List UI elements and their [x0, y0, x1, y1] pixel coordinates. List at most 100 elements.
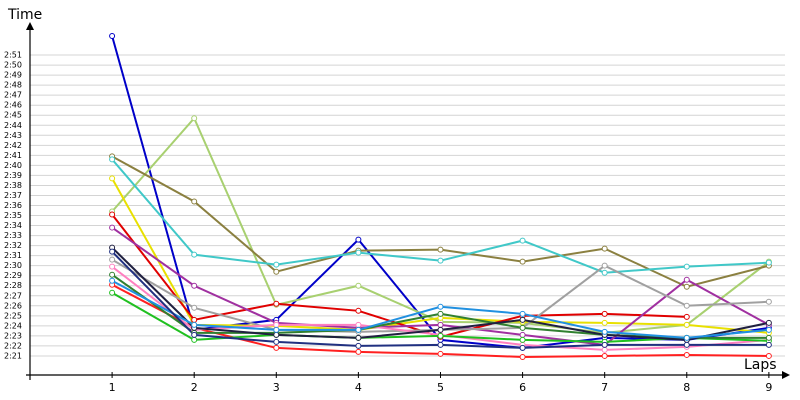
point [355, 334, 362, 341]
y-tick-label: 2:49 [4, 71, 22, 80]
point [601, 262, 608, 269]
y-tick-label: 2:42 [4, 141, 22, 150]
y-tick-label: 2:50 [4, 61, 22, 70]
x-tick-label: 9 [765, 381, 772, 394]
point [683, 313, 690, 320]
point [519, 310, 526, 317]
point [437, 257, 444, 264]
point [683, 334, 690, 341]
x-tick-label: 4 [355, 381, 362, 394]
point [355, 326, 362, 333]
y-tick-label: 2:47 [4, 91, 22, 100]
point [355, 348, 362, 355]
point [601, 352, 608, 359]
y-tick-label: 2:48 [4, 81, 22, 90]
point [683, 263, 690, 270]
point [519, 237, 526, 244]
point [437, 246, 444, 253]
x-tick-label: 3 [273, 381, 280, 394]
point [109, 263, 116, 270]
point [355, 282, 362, 289]
point [437, 326, 444, 333]
x-tick-label: 5 [437, 381, 444, 394]
point [191, 316, 198, 323]
y-tick-label: 2:40 [4, 161, 22, 170]
point [601, 269, 608, 276]
point [355, 342, 362, 349]
point [601, 328, 608, 335]
point [355, 321, 362, 328]
y-tick-label: 2:26 [4, 301, 22, 310]
point [437, 332, 444, 339]
y-tick-label: 2:45 [4, 111, 22, 120]
point [273, 331, 280, 338]
point [109, 248, 116, 255]
point [683, 351, 690, 358]
y-tick-label: 2:27 [4, 291, 22, 300]
point [683, 283, 690, 290]
point [191, 198, 198, 205]
point [683, 276, 690, 283]
y-tick-label: 2:29 [4, 271, 22, 280]
point [519, 316, 526, 323]
point [765, 341, 772, 348]
point [601, 245, 608, 252]
x-axis-arrow [782, 371, 790, 379]
y-tick-label: 2:28 [4, 281, 22, 290]
point [273, 300, 280, 307]
point [191, 321, 198, 328]
point [355, 236, 362, 243]
point [273, 344, 280, 351]
point [765, 334, 772, 341]
point [683, 321, 690, 328]
point [109, 256, 116, 263]
y-tick-label: 2:30 [4, 261, 22, 270]
y-tick-label: 2:21 [4, 351, 22, 360]
point [601, 346, 608, 353]
y-tick-label: 2:32 [4, 241, 22, 250]
point [601, 319, 608, 326]
x-tick-label: 6 [519, 381, 526, 394]
series-line [111, 213, 687, 338]
point [683, 302, 690, 309]
y-tick-label: 2:23 [4, 331, 22, 340]
point [273, 261, 280, 268]
point [765, 319, 772, 326]
point [109, 224, 116, 231]
x-tick-label: 2 [191, 381, 198, 394]
point [519, 258, 526, 265]
y-tick-label: 2:25 [4, 311, 22, 320]
point [519, 336, 526, 343]
point [765, 298, 772, 305]
y-tick-label: 2:38 [4, 181, 22, 190]
point [355, 249, 362, 256]
x-tick-label: 8 [683, 381, 690, 394]
point [601, 341, 608, 348]
y-tick-label: 2:33 [4, 231, 22, 240]
point [519, 344, 526, 351]
point [765, 326, 772, 333]
point [109, 211, 116, 218]
y-tick-label: 2:46 [4, 101, 22, 110]
point [355, 307, 362, 314]
x-tick-label: 7 [601, 381, 608, 394]
y-tick-label: 2:35 [4, 211, 22, 220]
point [191, 336, 198, 343]
point [109, 156, 116, 163]
point [683, 341, 690, 348]
point [273, 268, 280, 275]
point [765, 259, 772, 266]
x-tick-label: 1 [109, 381, 116, 394]
point [191, 304, 198, 311]
point [273, 321, 280, 328]
y-tick-label: 2:51 [4, 51, 22, 60]
point [437, 303, 444, 310]
point [273, 326, 280, 333]
point [109, 33, 116, 40]
point [437, 350, 444, 357]
y-tick-label: 2:31 [4, 251, 22, 260]
point [601, 310, 608, 317]
point [109, 277, 116, 284]
point [191, 251, 198, 258]
